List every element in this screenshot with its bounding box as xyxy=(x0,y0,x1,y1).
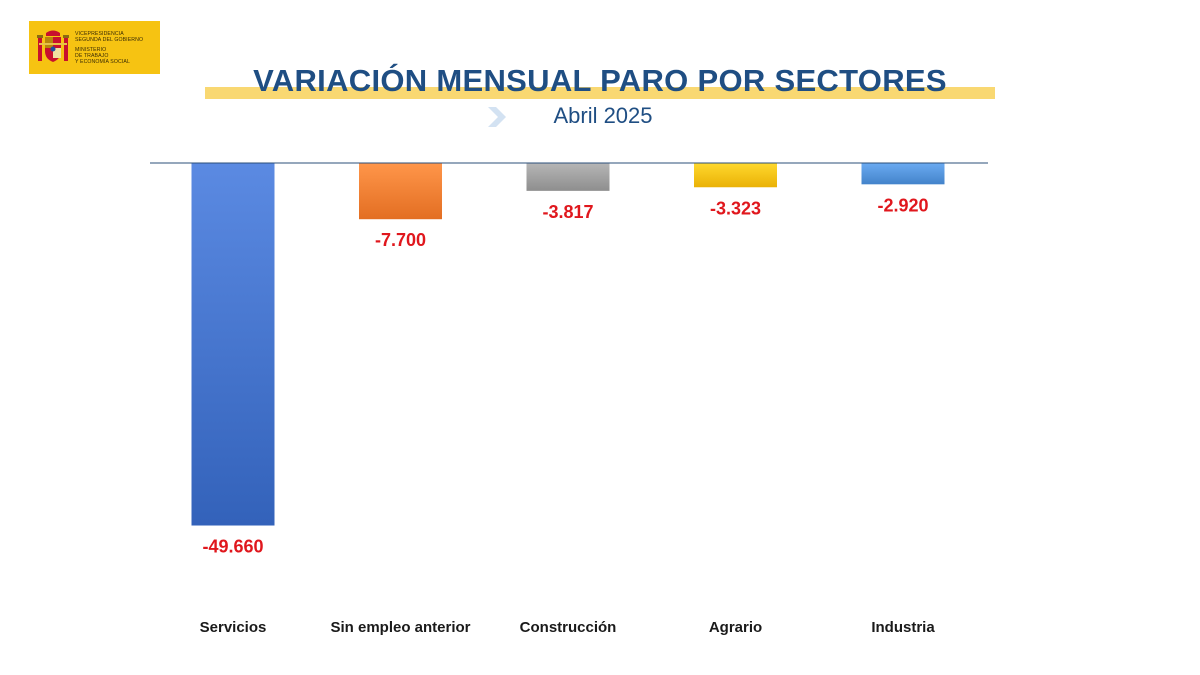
chart-subtitle: Abril 2025 xyxy=(553,103,653,128)
logo-line: Segunda del Gobierno xyxy=(75,36,144,43)
data-label: -3.323 xyxy=(710,198,761,218)
bar-sin-empleo-anterior xyxy=(359,163,442,220)
bar-servicios xyxy=(191,163,275,526)
bar-industria xyxy=(861,163,945,185)
chart-title: VARIACIÓN MENSUAL PARO POR SECTORES xyxy=(253,63,947,98)
category-label: Industria xyxy=(871,619,935,636)
chevron-right-icon xyxy=(488,107,506,127)
logo-line: de Trabajo xyxy=(75,52,109,59)
title-highlight-band xyxy=(205,87,995,99)
data-label: -3.817 xyxy=(542,202,593,222)
logo-line: Vicepresidencia xyxy=(75,30,124,37)
data-label: -49.660 xyxy=(202,537,263,557)
logo-line: Ministerio xyxy=(75,46,107,53)
data-label: -2.920 xyxy=(877,195,928,215)
logo-line: y Economía Social xyxy=(75,58,130,65)
category-label: Sin empleo anterior xyxy=(330,619,470,636)
category-label: Agrario xyxy=(709,619,762,636)
ministry-logo: Vicepresidencia Segunda del Gobierno Min… xyxy=(29,21,160,74)
bar-construcción xyxy=(526,163,610,191)
logo-text: Vicepresidencia Segunda del Gobierno Min… xyxy=(75,31,143,65)
category-label: Construcción xyxy=(520,619,617,636)
coat-of-arms-icon xyxy=(37,30,69,62)
data-label: -7.700 xyxy=(375,230,426,250)
bar-agrario xyxy=(694,163,777,188)
category-label: Servicios xyxy=(200,619,267,636)
